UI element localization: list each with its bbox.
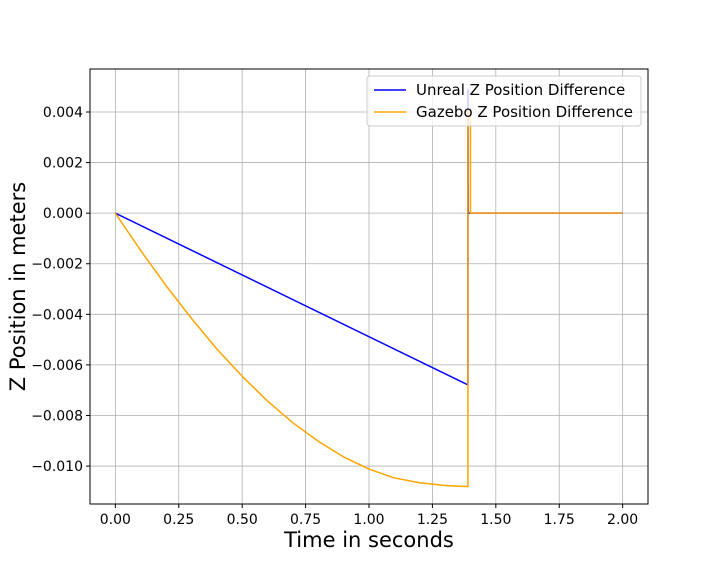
y-tick-label: −0.006 <box>31 358 83 374</box>
y-tick-label: −0.004 <box>31 307 83 323</box>
y-axis-label: Z Position in meters <box>6 182 30 391</box>
x-tick-label: 0.00 <box>100 512 131 528</box>
x-tick-label: 0.50 <box>227 512 258 528</box>
x-tick-label: 1.00 <box>353 512 384 528</box>
series-lines <box>114 88 623 488</box>
legend-label-unreal: Unreal Z Position Difference <box>416 81 625 99</box>
grid <box>90 69 648 504</box>
y-tick-label: 0.004 <box>43 105 83 121</box>
series-line-1 <box>114 108 623 488</box>
legend: Unreal Z Position Difference Gazebo Z Po… <box>366 75 642 127</box>
legend-box <box>366 75 642 127</box>
x-tick-label: 0.75 <box>290 512 321 528</box>
y-tick-label: −0.002 <box>31 257 83 273</box>
y-tick-label: 0.000 <box>43 206 83 222</box>
x-tick-label: 1.25 <box>417 512 448 528</box>
legend-label-gazebo: Gazebo Z Position Difference <box>416 103 633 121</box>
y-tick-label: −0.008 <box>31 408 83 424</box>
y-tick-label: 0.002 <box>43 156 83 172</box>
axis-ticks: 0.00 0.25 0.50 0.75 1.00 1.25 1.50 1.75 2.00 −0.0… <box>31 105 638 528</box>
x-tick-label: 0.25 <box>163 512 194 528</box>
y-tick-label: −0.010 <box>31 459 83 475</box>
x-tick-label: 2.00 <box>607 512 638 528</box>
x-tick-label: 1.75 <box>544 512 575 528</box>
x-tick-label: 1.50 <box>480 512 511 528</box>
x-axis-label: Time in seconds <box>283 528 454 552</box>
